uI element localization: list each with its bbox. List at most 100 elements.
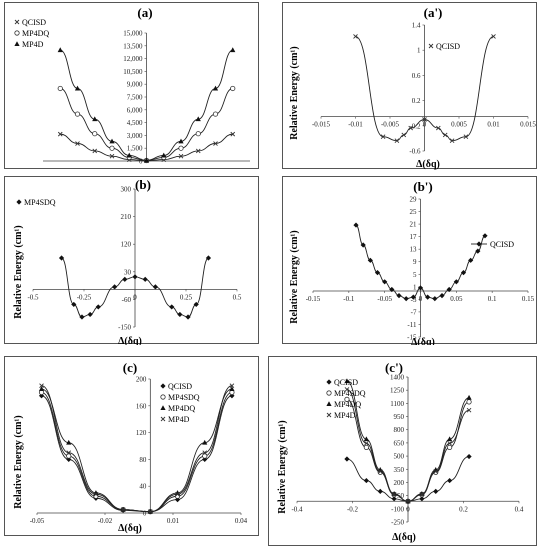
y-tick-label: 0.2 bbox=[412, 97, 421, 105]
x-axis-label: Δ(δq) bbox=[118, 523, 142, 534]
x-tick-label: 0.05 bbox=[450, 295, 463, 303]
legend-label: MP4SDQ bbox=[24, 198, 56, 207]
data-point bbox=[93, 491, 99, 497]
x-tick-label: 0.25 bbox=[180, 293, 193, 301]
legend-label: MP4SDQ bbox=[168, 393, 200, 402]
chart-b-prime: (b') -15 -11 -7 -3 1 5 9 13 17 21 25 29 -0.15 -0.1 -0.0… bbox=[289, 179, 535, 345]
panel-label: (c') bbox=[385, 360, 403, 375]
legend-marker bbox=[428, 43, 434, 49]
data-point bbox=[212, 111, 219, 117]
y-tick-label: 9,000 bbox=[127, 81, 143, 89]
y-tick-label: 650 bbox=[394, 439, 405, 447]
y-tick-label: 200 bbox=[136, 376, 147, 384]
data-point bbox=[74, 111, 81, 117]
data-point bbox=[142, 276, 148, 282]
x-tick-label: 0.015 bbox=[520, 121, 536, 129]
data-point bbox=[205, 255, 212, 261]
x-tick-label: -0.05 bbox=[377, 295, 392, 303]
y-tick-label: 500 bbox=[394, 453, 405, 461]
x-tick-label: -0.01 bbox=[348, 121, 363, 129]
data-point bbox=[230, 131, 236, 137]
data-point bbox=[109, 153, 115, 159]
legend-marker bbox=[160, 405, 166, 410]
y-tick-label: 9 bbox=[413, 258, 417, 266]
data-point bbox=[57, 131, 63, 137]
data-point bbox=[195, 131, 201, 137]
data-point bbox=[75, 141, 80, 146]
x-tick-label: 0.5 bbox=[233, 293, 242, 301]
y-tick-label: -7 bbox=[411, 308, 417, 316]
data-point bbox=[79, 314, 85, 320]
data-point bbox=[363, 477, 369, 484]
data-point bbox=[202, 453, 208, 459]
panel-label: (b) bbox=[135, 177, 151, 192]
data-point bbox=[353, 34, 358, 39]
data-point bbox=[394, 138, 400, 144]
data-point bbox=[447, 440, 452, 446]
data-point bbox=[178, 138, 184, 144]
data-point bbox=[92, 131, 98, 137]
data-point bbox=[466, 453, 472, 460]
data-point bbox=[374, 270, 381, 276]
data-point bbox=[419, 491, 425, 497]
y-tick-label: 6,000 bbox=[127, 106, 143, 114]
panel-label: (a') bbox=[424, 5, 443, 20]
x-tick-label: -0.02 bbox=[98, 517, 113, 525]
panel-c: (c) 0 40 80 120 160 200 -0.05 -0.02 0.01 0.04 Relat… bbox=[4, 356, 259, 536]
data-point bbox=[38, 393, 45, 399]
y-tick-label: 10,500 bbox=[123, 68, 143, 76]
data-point bbox=[229, 393, 235, 399]
data-point bbox=[353, 222, 359, 228]
x-tick-label: -0.25 bbox=[77, 293, 92, 301]
data-point bbox=[230, 85, 236, 92]
panel-b: (b) -150 -60 30 120 210 300 -0.5 -0.25 0 0.25 0.5 Re… bbox=[4, 176, 259, 345]
data-point bbox=[178, 153, 184, 159]
data-point bbox=[491, 34, 496, 39]
y-tick-label: 0 bbox=[139, 158, 143, 166]
data-point bbox=[466, 394, 472, 400]
y-tick-label: 350 bbox=[394, 466, 405, 474]
data-point bbox=[463, 134, 469, 140]
y-tick-label: 1 bbox=[413, 283, 417, 291]
chart-c-prime: (c') -250 -100 50 200 350 500 650 800 950 1100 1250… bbox=[277, 360, 524, 543]
data-point bbox=[148, 509, 153, 514]
data-point bbox=[363, 436, 369, 442]
legend-label: QCISD bbox=[436, 42, 460, 51]
y-tick-label: 210 bbox=[121, 213, 132, 221]
x-tick-label: 0.4 bbox=[515, 505, 524, 513]
data-point bbox=[212, 85, 219, 91]
data-point bbox=[447, 436, 453, 442]
legend-label: MP4DQ bbox=[334, 400, 361, 409]
data-point bbox=[161, 152, 167, 158]
data-point bbox=[66, 439, 72, 445]
data-point bbox=[95, 304, 101, 310]
data-point bbox=[447, 477, 453, 484]
x-axis-label: Δ(δq) bbox=[411, 337, 435, 345]
data-point bbox=[109, 145, 115, 151]
y-axis-label: Relative Energy (cm¹) bbox=[289, 230, 300, 324]
legend-label: QCISD bbox=[22, 18, 46, 27]
data-point bbox=[442, 132, 448, 138]
x-tick-label: 0.01 bbox=[167, 517, 180, 525]
chart-a: (a) 0 1,500 3,000 4,500 6,000 7,500 9,000 10,500… bbox=[14, 5, 250, 166]
x-tick-label: 0 bbox=[406, 505, 410, 513]
legend-label: MP4DQ bbox=[22, 29, 49, 38]
legend-marker bbox=[476, 241, 482, 247]
y-tick-label: 200 bbox=[394, 479, 405, 487]
y-tick-label: 12,000 bbox=[123, 55, 143, 63]
data-point bbox=[92, 148, 98, 154]
data-point bbox=[169, 304, 175, 310]
data-point bbox=[58, 255, 65, 261]
panel-a: (a) 0 1,500 3,000 4,500 6,000 7,500 9,000 10,500… bbox=[4, 2, 259, 169]
data-point bbox=[344, 396, 350, 402]
y-tick-label: 160 bbox=[136, 402, 147, 410]
y-tick-label: 120 bbox=[121, 241, 132, 249]
x-tick-label: -0.5 bbox=[27, 293, 39, 301]
data-point bbox=[229, 383, 235, 389]
data-point bbox=[435, 125, 441, 131]
data-point bbox=[466, 407, 472, 413]
y-tick-label: 25 bbox=[410, 208, 418, 216]
data-point bbox=[178, 145, 184, 151]
data-point bbox=[177, 311, 183, 318]
data-point bbox=[120, 507, 126, 512]
